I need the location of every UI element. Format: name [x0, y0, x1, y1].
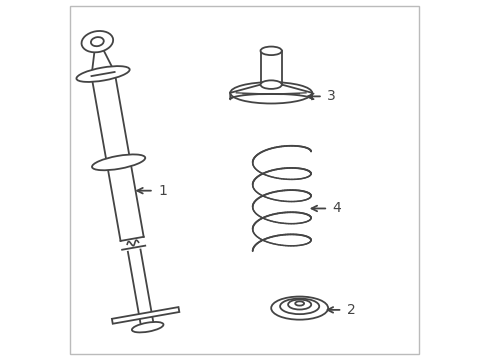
Ellipse shape	[230, 82, 311, 103]
Ellipse shape	[295, 301, 304, 306]
Polygon shape	[230, 90, 311, 99]
Ellipse shape	[280, 298, 319, 314]
Ellipse shape	[92, 154, 145, 170]
Ellipse shape	[271, 297, 327, 320]
Ellipse shape	[76, 66, 129, 82]
Ellipse shape	[260, 80, 281, 89]
Ellipse shape	[132, 322, 163, 332]
Text: 3: 3	[326, 89, 335, 103]
Text: 2: 2	[346, 303, 355, 317]
Ellipse shape	[287, 300, 310, 310]
Ellipse shape	[91, 37, 103, 46]
Polygon shape	[112, 307, 179, 324]
Text: 4: 4	[332, 202, 341, 216]
Ellipse shape	[81, 31, 113, 52]
Ellipse shape	[260, 46, 281, 55]
Text: 1: 1	[158, 184, 166, 198]
